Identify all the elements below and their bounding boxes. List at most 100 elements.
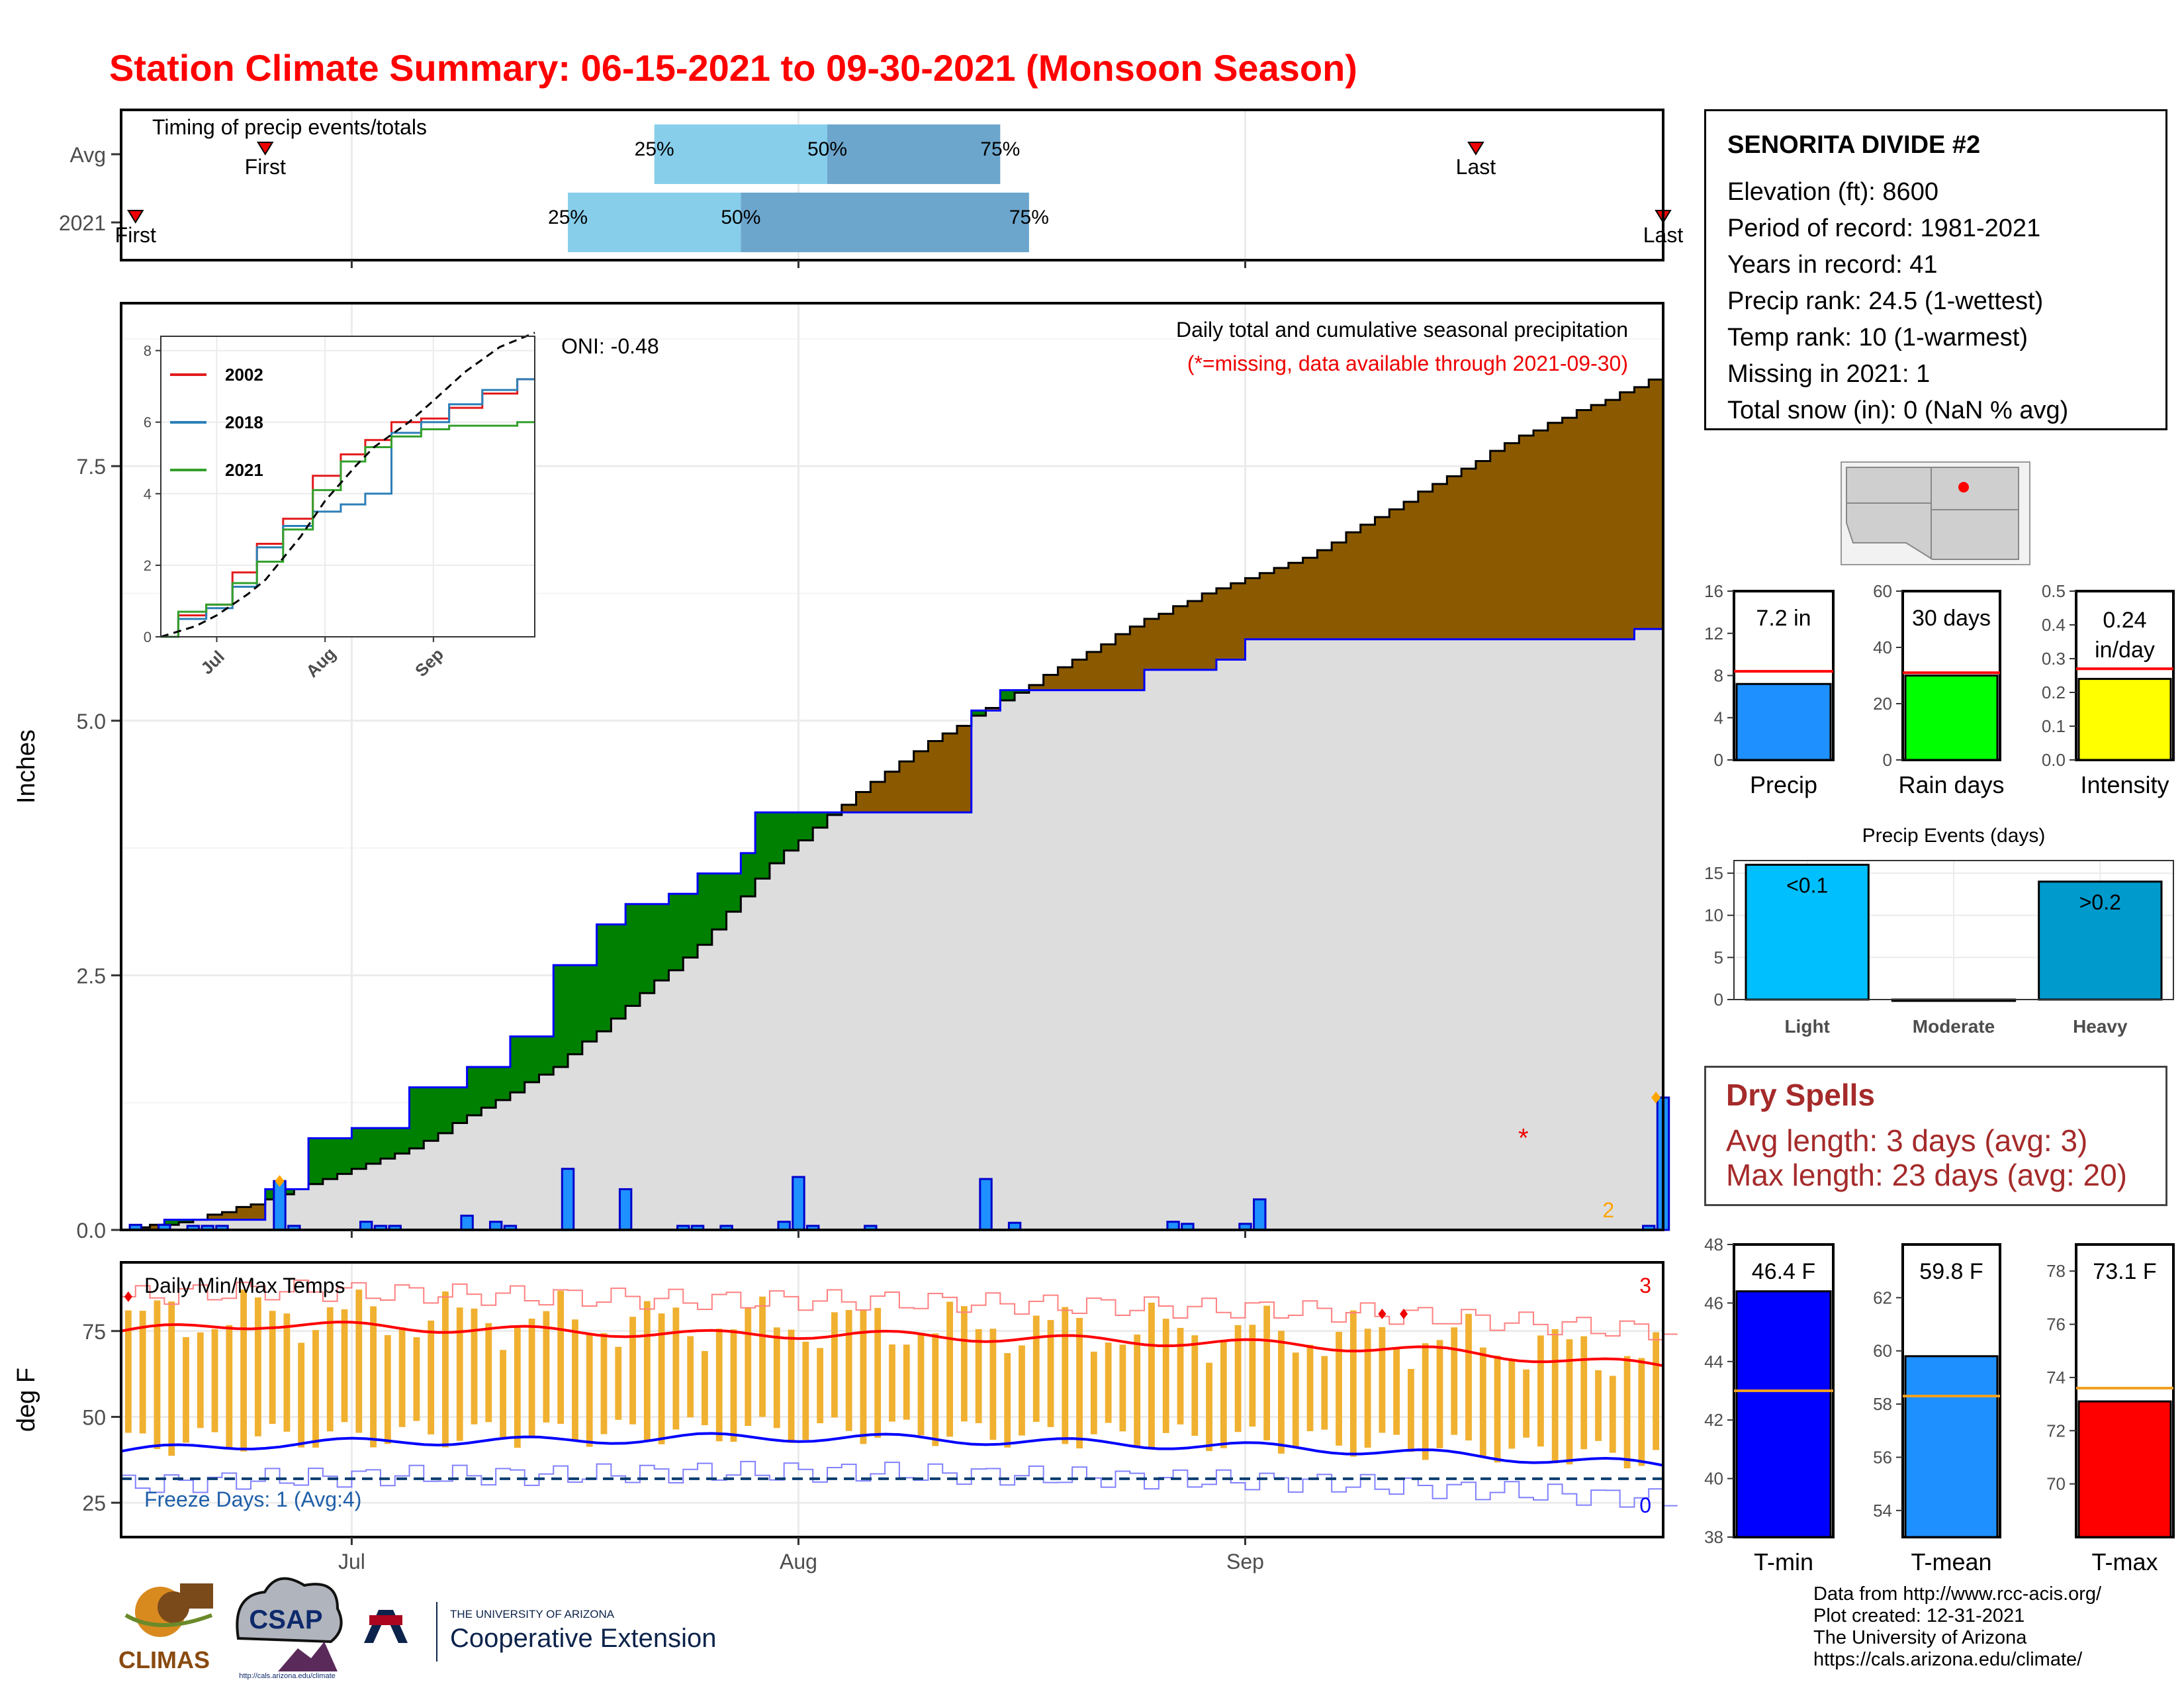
base-area (1115, 690, 1130, 1230)
mini-y-tick: 0 (1883, 750, 1892, 770)
daily-temp-bar (1162, 1319, 1169, 1433)
deficit-area (1101, 644, 1116, 690)
events-y-tick: 10 (1704, 906, 1723, 925)
surplus-area (467, 1066, 482, 1115)
daily-temp-bar (874, 1307, 882, 1438)
timing-pct-label: 75% (980, 138, 1020, 160)
surplus-area (524, 1036, 539, 1082)
mini-y-tick: 54 (1873, 1501, 1892, 1521)
deficit-area (222, 1212, 237, 1220)
events-frame (1733, 860, 2174, 1000)
base-area (1360, 639, 1375, 1230)
base-area (1389, 639, 1404, 1230)
base-area (1202, 669, 1217, 1230)
base-area (928, 812, 943, 1230)
ua-logo: THE UNIVERSITY OF ARIZONA Cooperative Ex… (364, 1602, 716, 1662)
deficit-area (1115, 634, 1130, 690)
base-area (596, 1031, 612, 1230)
mini-y-tick: 76 (2046, 1315, 2066, 1335)
base-area (496, 1100, 511, 1230)
daily-temp-bar (946, 1301, 954, 1437)
daily-temp-bar (1336, 1331, 1342, 1446)
daily-temp-bar (1321, 1356, 1328, 1430)
deficit-area (1345, 532, 1361, 639)
deficit-area (1187, 601, 1203, 670)
surplus-area (351, 1128, 367, 1169)
daily-temp-bar (845, 1309, 852, 1431)
base-area (394, 1153, 410, 1230)
y-tick-label: 0.0 (77, 1219, 106, 1243)
daily-temp-bar (456, 1307, 463, 1441)
base-area (164, 1225, 179, 1230)
base-area (885, 812, 900, 1230)
mini-value-bar (2077, 1400, 2172, 1538)
inset-series-2021 (161, 421, 535, 638)
surplus-area (654, 904, 669, 981)
daily-temp-bar (702, 1350, 708, 1425)
base-area (769, 863, 785, 1230)
deficit-area (1547, 422, 1563, 639)
inset-bg (161, 336, 535, 637)
surplus-area (308, 1138, 324, 1184)
station-line: Precip rank: 24.5 (1-wettest) (1727, 287, 2044, 315)
base-area (409, 1148, 424, 1230)
daily-temp-bar (1551, 1329, 1559, 1464)
base-area (1028, 690, 1044, 1230)
deficit-area (956, 726, 972, 813)
events-chart: Precip Events (days) <0.1 Light Moderate >0.… (1704, 825, 2174, 1037)
base-area (683, 957, 698, 1230)
y-tick-label: 7.5 (77, 455, 106, 479)
base-area (1072, 690, 1087, 1230)
last-label: Last (1456, 155, 1496, 179)
daily-precip-bar (561, 1168, 575, 1231)
base-area (1058, 690, 1073, 1230)
daily-temp-bar (1004, 1353, 1011, 1448)
deficit-area (899, 761, 915, 813)
deficit-area (1432, 484, 1447, 639)
base-area (1619, 639, 1635, 1230)
low-count: 0 (1639, 1493, 1651, 1517)
daily-temp-bar (932, 1333, 939, 1446)
mini-axis-label: Intensity (2080, 771, 2169, 798)
daily-temp-bar (1523, 1369, 1530, 1438)
base-area (711, 929, 727, 1230)
mini-y-tick: 58 (1873, 1394, 1892, 1414)
surplus-area (394, 1128, 410, 1154)
timing-q2-bar (741, 193, 1029, 252)
deficit-area (1533, 430, 1549, 639)
oni-label: ONI: -0.48 (561, 334, 659, 358)
deficit-area (1418, 491, 1433, 639)
base-area (1418, 639, 1433, 1230)
mini-y-tick: 70 (2046, 1474, 2066, 1494)
daily-temp-bar (788, 1329, 795, 1443)
base-area (1000, 700, 1015, 1230)
base-area (337, 1174, 352, 1230)
timing-row-label: 2021 (59, 211, 106, 235)
daily-temp-bar (802, 1341, 809, 1440)
mini-y-tick: 40 (1873, 637, 1892, 657)
mini-y-tick: 20 (1873, 694, 1892, 714)
base-area (1086, 690, 1102, 1230)
base-area (1375, 639, 1390, 1230)
daily-temp-bar (1465, 1313, 1472, 1441)
deficit-area (985, 708, 1001, 711)
base-area (856, 812, 871, 1230)
surplus-area (409, 1087, 424, 1149)
deficit-area (1360, 524, 1375, 639)
base-area (1015, 692, 1030, 1230)
dry-spells-title: Dry Spells (1726, 1078, 1875, 1112)
surplus-area (1000, 690, 1015, 700)
credit-line: Plot created: 12-31-2021 (1813, 1605, 2025, 1626)
daily-temp-bar (1580, 1336, 1588, 1450)
base-area (1302, 639, 1318, 1230)
daily-temp-bar (1105, 1342, 1112, 1423)
base-area (524, 1082, 539, 1230)
surplus-area (496, 1066, 511, 1100)
surplus-area (639, 904, 655, 994)
daily-temp-bar (341, 1309, 348, 1423)
base-area (1274, 639, 1289, 1230)
base-area (1144, 669, 1160, 1230)
deficit-area (1519, 436, 1534, 639)
daily-temp-bar (773, 1327, 780, 1429)
x-tick-label: Aug (780, 1550, 817, 1573)
